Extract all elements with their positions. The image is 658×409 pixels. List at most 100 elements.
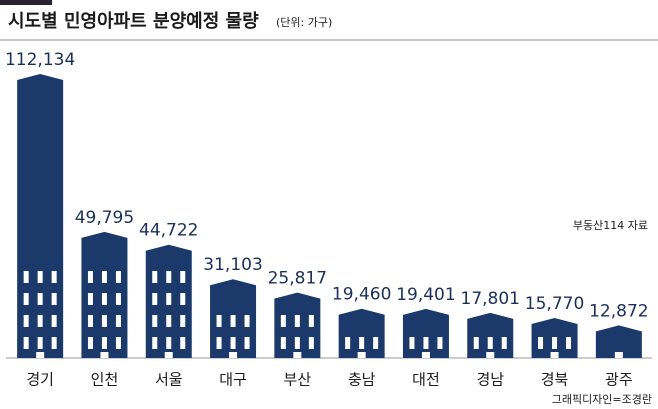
- window: [37, 293, 43, 305]
- window: [308, 315, 314, 327]
- x-tick-label: 광주: [605, 371, 633, 389]
- window: [437, 337, 443, 349]
- window: [180, 271, 186, 283]
- window: [51, 293, 57, 305]
- x-tick-label: 부산: [284, 371, 312, 389]
- value-label: 17,801: [461, 289, 520, 309]
- window: [37, 271, 43, 283]
- window: [23, 315, 29, 327]
- window: [230, 315, 236, 327]
- window: [152, 337, 158, 349]
- window: [37, 337, 43, 349]
- value-label: 112,134: [5, 50, 75, 70]
- window: [101, 293, 107, 305]
- window: [216, 337, 222, 349]
- window: [359, 337, 365, 349]
- x-tick-label: 경남: [476, 371, 504, 389]
- window: [152, 315, 158, 327]
- building: [467, 312, 514, 358]
- door: [614, 352, 623, 358]
- window: [101, 315, 107, 327]
- x-tick-label: 대전: [412, 371, 440, 389]
- window: [166, 293, 172, 305]
- window: [423, 337, 429, 349]
- window: [115, 271, 121, 283]
- window: [345, 337, 351, 349]
- window: [37, 315, 43, 327]
- door: [357, 352, 366, 358]
- window: [552, 337, 558, 349]
- building: [595, 325, 642, 358]
- window: [294, 337, 300, 349]
- value-label: 19,401: [396, 285, 455, 305]
- window: [23, 271, 29, 283]
- window: [51, 337, 57, 349]
- door: [229, 352, 238, 358]
- x-tick-label: 대구: [219, 371, 247, 389]
- chart-subtitle: (단위: 가구): [276, 16, 332, 29]
- door: [421, 352, 430, 358]
- building: [402, 308, 449, 358]
- window: [473, 337, 479, 349]
- window: [180, 337, 186, 349]
- window: [244, 315, 250, 327]
- door: [36, 352, 45, 358]
- building: [338, 308, 385, 358]
- window: [87, 337, 93, 349]
- window: [87, 271, 93, 283]
- window: [166, 337, 172, 349]
- window: [87, 293, 93, 305]
- credit: 그래픽디자인=조경란: [552, 393, 652, 406]
- window: [23, 293, 29, 305]
- x-tick-label: 충남: [348, 371, 376, 389]
- window: [230, 337, 236, 349]
- window: [180, 293, 186, 305]
- window: [280, 315, 286, 327]
- window: [166, 315, 172, 327]
- door: [550, 352, 559, 358]
- window: [101, 271, 107, 283]
- window: [115, 293, 121, 305]
- window: [115, 315, 121, 327]
- window: [566, 337, 572, 349]
- window: [487, 337, 493, 349]
- window: [501, 337, 507, 349]
- door: [486, 352, 495, 358]
- window: [166, 271, 172, 283]
- window: [115, 337, 121, 349]
- door: [164, 352, 173, 358]
- window: [87, 315, 93, 327]
- value-label: 44,722: [139, 221, 198, 241]
- window: [308, 337, 314, 349]
- door: [293, 352, 302, 358]
- window: [51, 315, 57, 327]
- x-tick-label: 인천: [91, 371, 119, 389]
- window: [101, 337, 107, 349]
- x-tick-label: 경기: [26, 371, 54, 389]
- value-label: 12,872: [589, 301, 648, 321]
- value-label: 15,770: [525, 294, 584, 314]
- value-label: 25,817: [268, 269, 327, 289]
- value-label: 49,795: [75, 208, 134, 228]
- x-tick-label: 서울: [155, 371, 183, 389]
- window: [409, 337, 415, 349]
- source: 부동산114 자료: [573, 219, 648, 232]
- corner-strip: [0, 0, 52, 5]
- building: [17, 74, 64, 358]
- window: [180, 315, 186, 327]
- window: [294, 315, 300, 327]
- window: [216, 315, 222, 327]
- window: [538, 337, 544, 349]
- value-label: 19,460: [332, 285, 391, 305]
- window: [280, 337, 286, 349]
- x-tick-label: 경북: [541, 371, 569, 389]
- window: [152, 271, 158, 283]
- window: [23, 337, 29, 349]
- window: [244, 337, 250, 349]
- chart-title: 시도별 민영아파트 분양예정 물량: [8, 11, 259, 32]
- window: [51, 271, 57, 283]
- value-label: 31,103: [203, 255, 262, 275]
- window: [373, 337, 379, 349]
